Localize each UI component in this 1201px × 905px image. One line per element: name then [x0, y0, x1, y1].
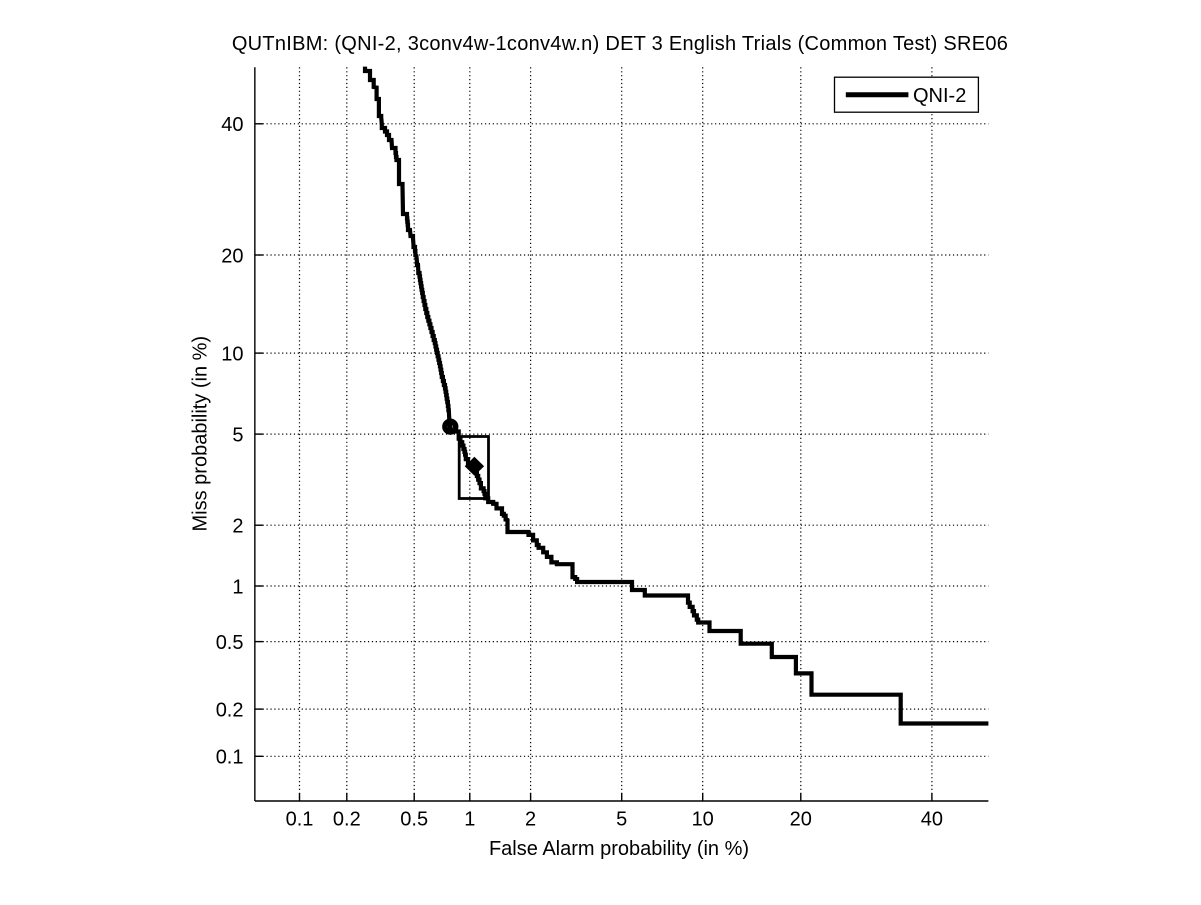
svg-text:0.5: 0.5 — [400, 809, 428, 831]
svg-text:2: 2 — [525, 809, 536, 831]
svg-text:40: 40 — [221, 114, 243, 136]
svg-text:5: 5 — [616, 809, 627, 831]
svg-text:40: 40 — [921, 809, 943, 831]
svg-text:Miss probability (in %): Miss probability (in %) — [189, 336, 211, 532]
svg-text:10: 10 — [221, 343, 243, 365]
svg-text:False Alarm probability (in %): False Alarm probability (in %) — [489, 838, 749, 860]
svg-text:0.1: 0.1 — [216, 747, 244, 769]
svg-text:10: 10 — [692, 809, 714, 831]
svg-text:1: 1 — [232, 576, 243, 598]
svg-text:20: 20 — [790, 809, 812, 831]
svg-text:0.2: 0.2 — [333, 809, 361, 831]
svg-text:2: 2 — [232, 516, 243, 538]
svg-text:0.1: 0.1 — [286, 809, 314, 831]
svg-text:QNI-2: QNI-2 — [913, 85, 966, 107]
svg-text:0.2: 0.2 — [216, 699, 244, 721]
svg-text:5: 5 — [232, 424, 243, 446]
svg-text:QUTnIBM: (QNI-2, 3conv4w-1conv: QUTnIBM: (QNI-2, 3conv4w-1conv4w.n) DET … — [232, 33, 1008, 55]
svg-text:0.5: 0.5 — [216, 632, 244, 654]
svg-text:1: 1 — [464, 809, 475, 831]
svg-text:20: 20 — [221, 245, 243, 267]
